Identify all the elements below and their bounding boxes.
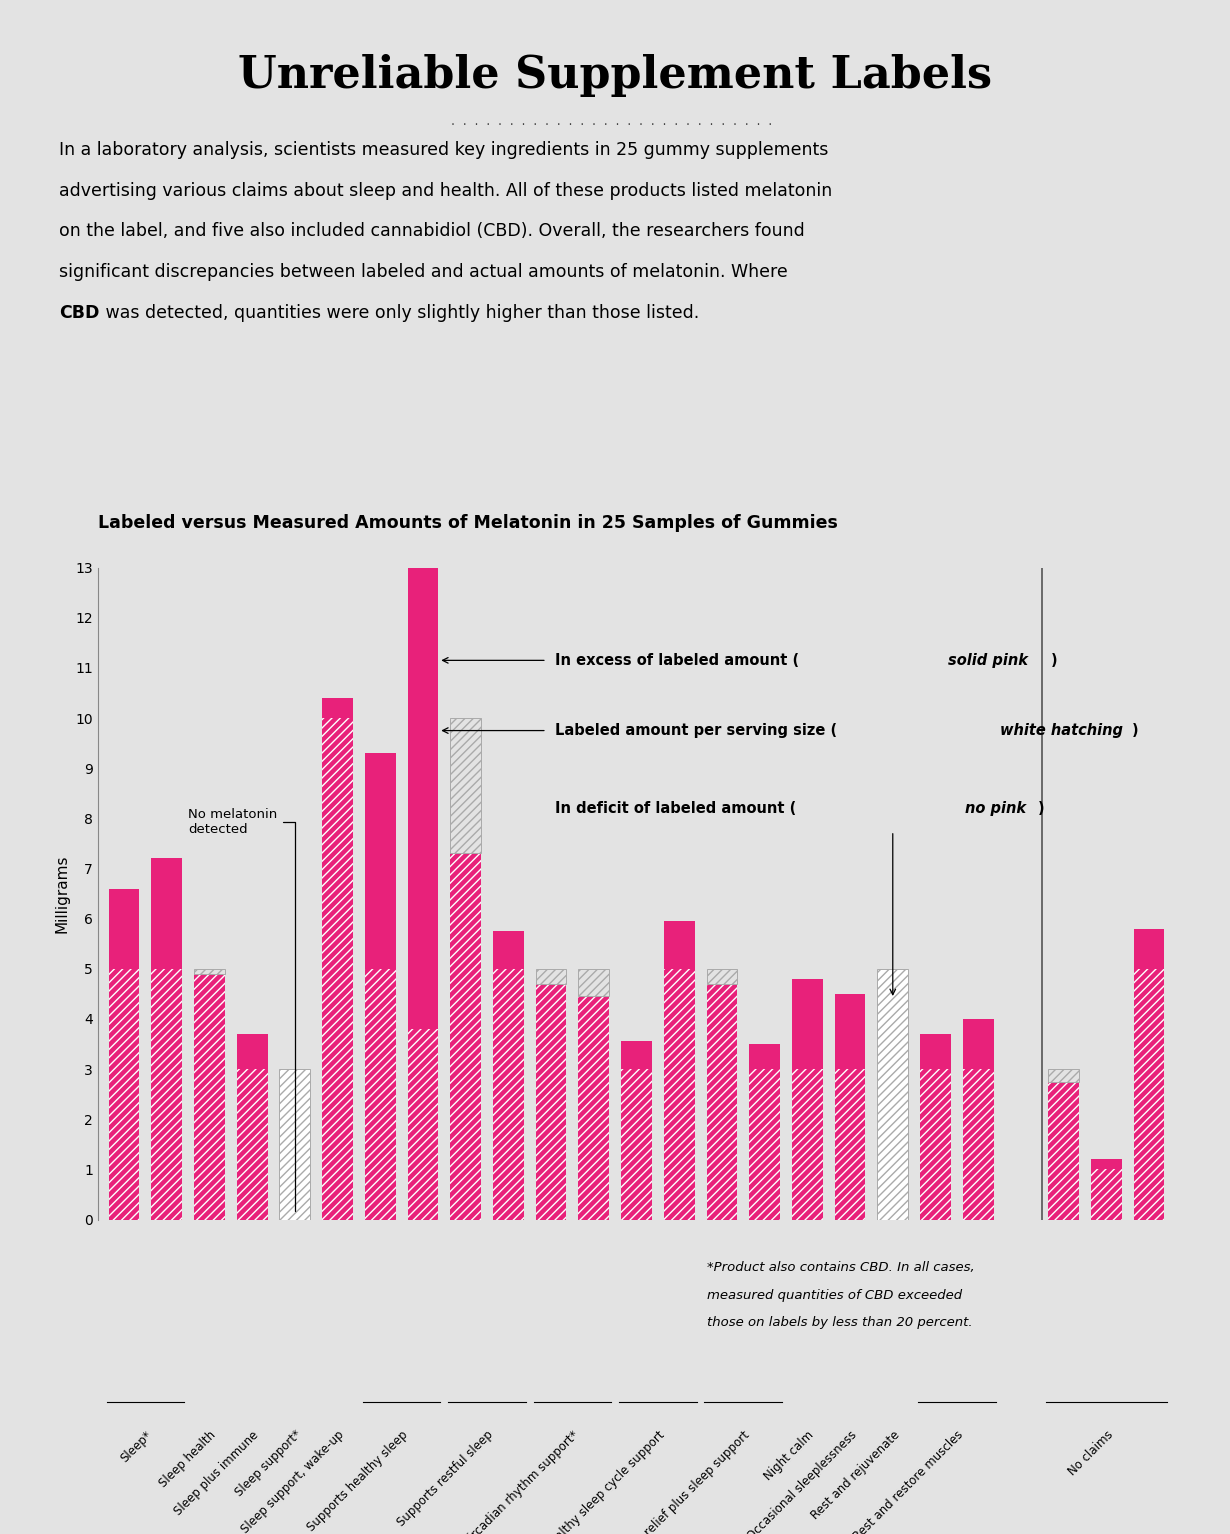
Bar xyxy=(1091,1169,1122,1220)
Text: solid pink: solid pink xyxy=(948,653,1028,667)
Bar xyxy=(1091,1160,1122,1169)
Text: In deficit of labeled amount (: In deficit of labeled amount ( xyxy=(556,801,797,816)
Bar xyxy=(450,853,481,1220)
Bar xyxy=(1134,969,1165,1220)
Bar xyxy=(1048,1069,1079,1081)
Bar xyxy=(578,997,609,1220)
Bar xyxy=(877,969,908,1220)
Bar xyxy=(151,969,182,1220)
Text: Night calm: Night calm xyxy=(763,1428,817,1483)
Text: white hatching: white hatching xyxy=(1000,723,1123,738)
Bar xyxy=(706,983,737,1220)
Text: Heartburn relief plus sleep support: Heartburn relief plus sleep support xyxy=(597,1428,753,1534)
Text: ): ) xyxy=(1038,801,1044,816)
Text: Rest and rejuvenate: Rest and rejuvenate xyxy=(808,1428,902,1522)
Bar xyxy=(536,969,567,983)
Bar xyxy=(407,557,438,1029)
Bar xyxy=(706,969,737,983)
Text: ): ) xyxy=(1050,653,1058,667)
Text: measured quantities of CBD exceeded: measured quantities of CBD exceeded xyxy=(707,1289,962,1301)
Bar xyxy=(664,920,695,969)
Text: those on labels by less than 20 percent.: those on labels by less than 20 percent. xyxy=(707,1316,973,1328)
Text: Supports restful sleep: Supports restful sleep xyxy=(395,1428,496,1529)
Bar xyxy=(194,969,225,974)
Text: Sleep health: Sleep health xyxy=(157,1428,219,1490)
Bar xyxy=(365,753,396,969)
Bar xyxy=(236,1069,267,1220)
Text: Healthy sleep cycle support: Healthy sleep cycle support xyxy=(541,1428,667,1534)
Text: Rest and restore muscles: Rest and restore muscles xyxy=(851,1428,966,1534)
Bar xyxy=(365,969,396,1220)
Bar xyxy=(407,1029,438,1220)
Text: Sleep support*: Sleep support* xyxy=(232,1428,304,1499)
Text: significant discrepancies between labeled and actual amounts of melatonin. Where: significant discrepancies between labele… xyxy=(59,264,787,281)
Bar xyxy=(322,698,353,718)
Text: CBD: CBD xyxy=(59,304,100,322)
Bar xyxy=(920,1034,951,1069)
Bar xyxy=(450,718,481,853)
Text: Occasional sleeplessness: Occasional sleeplessness xyxy=(744,1428,860,1534)
Text: In excess of labeled amount (: In excess of labeled amount ( xyxy=(556,653,800,667)
Text: no pink: no pink xyxy=(966,801,1027,816)
Text: No melatonin
detected: No melatonin detected xyxy=(188,808,295,1210)
Text: Labeled versus Measured Amounts of Melatonin in 25 Samples of Gummies: Labeled versus Measured Amounts of Melat… xyxy=(98,514,839,532)
Bar xyxy=(792,1069,823,1220)
Text: In a laboratory analysis, scientists measured key ingredients in 25 gummy supple: In a laboratory analysis, scientists mea… xyxy=(59,141,829,160)
Text: *Product also contains CBD. In all cases,: *Product also contains CBD. In all cases… xyxy=(707,1261,975,1273)
Bar xyxy=(578,969,609,997)
Text: Supports healthy sleep: Supports healthy sleep xyxy=(305,1428,411,1534)
Bar xyxy=(108,888,139,969)
Text: Sleep support, wake-up: Sleep support, wake-up xyxy=(239,1428,347,1534)
Bar xyxy=(236,1034,267,1069)
Bar xyxy=(536,983,567,1220)
Bar xyxy=(194,974,225,1220)
Bar xyxy=(749,1069,780,1220)
Text: advertising various claims about sleep and health. All of these products listed : advertising various claims about sleep a… xyxy=(59,183,833,199)
Bar xyxy=(1134,928,1165,969)
Bar xyxy=(835,994,866,1069)
Bar xyxy=(792,979,823,1069)
Bar xyxy=(963,1019,994,1069)
Bar xyxy=(322,718,353,1220)
Bar xyxy=(664,969,695,1220)
Bar xyxy=(963,1069,994,1220)
Text: No claims: No claims xyxy=(1065,1428,1116,1479)
Text: on the label, and five also included cannabidiol (CBD). Overall, the researchers: on the label, and five also included can… xyxy=(59,222,804,241)
Text: ): ) xyxy=(1132,723,1139,738)
Text: Circadian rhythm support*: Circadian rhythm support* xyxy=(461,1428,582,1534)
Text: Sleep*: Sleep* xyxy=(118,1428,155,1465)
Bar xyxy=(493,931,524,969)
Y-axis label: Milligrams: Milligrams xyxy=(54,854,70,933)
Bar xyxy=(835,1069,866,1220)
Bar xyxy=(621,1042,652,1069)
Bar xyxy=(920,1069,951,1220)
Text: Labeled amount per serving size (: Labeled amount per serving size ( xyxy=(556,723,838,738)
Bar xyxy=(108,969,139,1220)
Bar xyxy=(1048,1081,1079,1220)
Bar xyxy=(493,969,524,1220)
Bar xyxy=(151,859,182,969)
Bar xyxy=(279,1069,310,1220)
Text: was detected, quantities were only slightly higher than those listed.: was detected, quantities were only sligh… xyxy=(100,304,699,322)
Text: Unreliable Supplement Labels: Unreliable Supplement Labels xyxy=(237,54,993,97)
Text: . . . . . . . . . . . . . . . . . . . . . . . . . . . .: . . . . . . . . . . . . . . . . . . . . … xyxy=(450,117,780,127)
Bar xyxy=(749,1045,780,1069)
Text: Sleep plus immune: Sleep plus immune xyxy=(172,1428,261,1517)
Bar xyxy=(621,1069,652,1220)
